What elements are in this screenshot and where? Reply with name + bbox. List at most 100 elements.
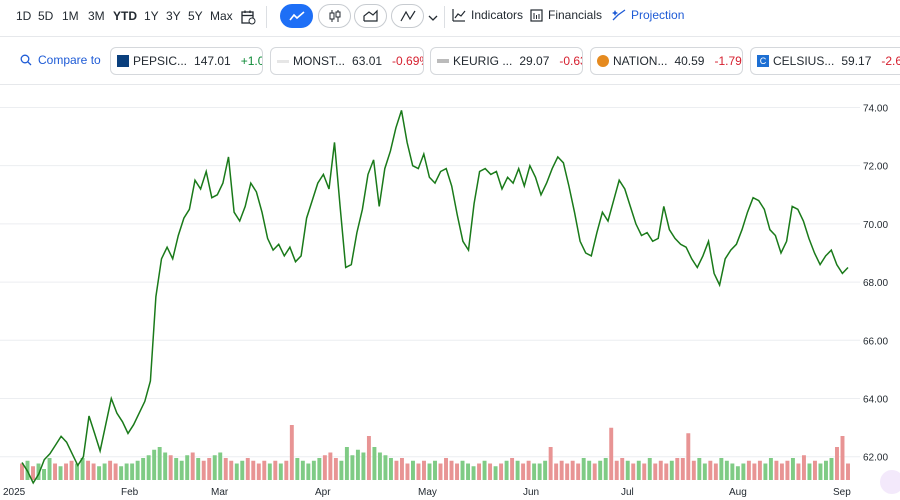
financials-button[interactable]: Financials bbox=[530, 8, 602, 22]
volume-bar bbox=[306, 463, 311, 480]
compare-chip-pepsico[interactable]: PEPSIC... 147.01 +1.06% bbox=[110, 47, 263, 75]
volume-bar bbox=[713, 463, 718, 480]
volume-bar bbox=[58, 466, 63, 480]
range-3m[interactable]: 3M bbox=[88, 9, 105, 23]
range-5d[interactable]: 5D bbox=[38, 9, 54, 23]
volume-bar bbox=[80, 458, 85, 480]
volume-bar bbox=[559, 460, 564, 480]
indicators-icon bbox=[452, 9, 466, 22]
range-max[interactable]: Max bbox=[210, 9, 233, 23]
chip-change: -1.79% bbox=[714, 54, 742, 68]
volume-bar bbox=[603, 458, 608, 480]
volume-bar bbox=[185, 455, 190, 480]
assistant-bubble-icon[interactable] bbox=[880, 470, 900, 494]
volume-bar bbox=[377, 452, 382, 480]
compare-chip-national[interactable]: NATION... 40.59 -1.79% bbox=[590, 47, 743, 75]
volume-bar bbox=[680, 458, 685, 480]
volume-bar bbox=[152, 449, 157, 480]
volume-bar bbox=[609, 427, 614, 480]
x-tick-label: May bbox=[418, 487, 437, 498]
x-tick-label: Aug bbox=[729, 487, 747, 498]
financials-icon bbox=[530, 8, 543, 22]
volume-bar bbox=[339, 460, 344, 480]
projection-button[interactable]: Projection bbox=[612, 8, 684, 22]
candlestick-chart-button[interactable] bbox=[318, 4, 351, 28]
volume-bar bbox=[785, 460, 790, 480]
volume-bar bbox=[548, 447, 553, 480]
line-chart-button[interactable] bbox=[280, 4, 313, 28]
volume-bar bbox=[779, 463, 784, 480]
volume-bar bbox=[163, 452, 168, 480]
volume-bar bbox=[97, 466, 102, 480]
volume-bar bbox=[207, 458, 212, 480]
price-chart[interactable]: 74.00 72.00 70.00 68.00 66.00 64.00 62.00 2025… bbox=[0, 90, 900, 500]
volume-bar bbox=[69, 460, 74, 480]
volume-bar bbox=[223, 458, 228, 480]
volume-bar bbox=[130, 463, 135, 480]
volume-bar bbox=[383, 455, 388, 480]
volume-bar bbox=[812, 460, 817, 480]
range-3y[interactable]: 3Y bbox=[166, 9, 181, 23]
range-ytd[interactable]: YTD bbox=[113, 9, 137, 23]
volume-bar bbox=[620, 458, 625, 480]
volume-bar bbox=[86, 460, 91, 480]
chip-change: -0.63% bbox=[559, 54, 582, 68]
indicators-button[interactable]: Indicators bbox=[452, 8, 523, 22]
volume-bar bbox=[515, 460, 520, 480]
volume-bar bbox=[482, 460, 487, 480]
volume-bar bbox=[625, 460, 630, 480]
volume-bar bbox=[53, 463, 58, 480]
volume-bar bbox=[124, 463, 129, 480]
indicators-label: Indicators bbox=[471, 8, 524, 22]
compare-to-button[interactable]: Compare to bbox=[20, 53, 101, 67]
draw-tool-button[interactable] bbox=[391, 4, 424, 28]
volume-bar bbox=[427, 463, 432, 480]
chevron-down-icon[interactable] bbox=[428, 10, 438, 28]
volume-bar bbox=[796, 463, 801, 480]
pepsico-logo-icon bbox=[117, 55, 129, 67]
compare-chip-celsius[interactable]: C CELSIUS... 59.17 -2.62% bbox=[750, 47, 900, 75]
range-1y[interactable]: 1Y bbox=[144, 9, 159, 23]
volume-bar bbox=[653, 463, 658, 480]
volume-bar bbox=[146, 455, 151, 480]
range-1d[interactable]: 1D bbox=[16, 9, 32, 23]
draw-trend-icon bbox=[399, 10, 416, 22]
range-1m[interactable]: 1M bbox=[62, 9, 79, 23]
volume-bar bbox=[113, 463, 118, 480]
volume-bar bbox=[471, 466, 476, 480]
volume-bar bbox=[196, 458, 201, 480]
volume-bar bbox=[521, 463, 526, 480]
volume-bar bbox=[504, 460, 509, 480]
volume-bar bbox=[405, 463, 410, 480]
chip-name: CELSIUS... bbox=[773, 54, 835, 68]
y-tick-label: 74.00 bbox=[863, 103, 888, 114]
volume-bar bbox=[300, 460, 305, 480]
volume-bar bbox=[647, 458, 652, 480]
x-tick-label: Apr bbox=[315, 487, 331, 498]
volume-bar bbox=[752, 463, 757, 480]
range-5y[interactable]: 5Y bbox=[188, 9, 203, 23]
compare-chip-keurig[interactable]: KEURIG ... 29.07 -0.63% bbox=[430, 47, 583, 75]
volume-bar bbox=[543, 460, 548, 480]
volume-bar bbox=[36, 463, 41, 480]
volume-bar bbox=[322, 455, 327, 480]
volume-bar bbox=[278, 463, 283, 480]
volume-bar bbox=[411, 460, 415, 480]
volume-bar bbox=[317, 458, 322, 480]
volume-bar bbox=[416, 463, 421, 480]
chip-price: 63.01 bbox=[352, 54, 383, 68]
volume-bar bbox=[466, 463, 471, 480]
volume-bar bbox=[708, 460, 713, 480]
volume-bar bbox=[631, 463, 636, 480]
calendar-icon[interactable] bbox=[240, 9, 256, 25]
mountain-chart-button[interactable] bbox=[354, 4, 387, 28]
volume-bar bbox=[64, 463, 69, 480]
volume-bar bbox=[686, 433, 691, 480]
compare-chip-monster[interactable]: MONST... 63.01 -0.69% bbox=[270, 47, 424, 75]
volume-bar bbox=[328, 452, 333, 480]
volume-bar bbox=[91, 463, 96, 480]
volume-bar bbox=[438, 463, 443, 480]
volume-bar bbox=[42, 469, 46, 480]
projection-label: Projection bbox=[631, 8, 685, 22]
volume-bar bbox=[108, 460, 113, 480]
